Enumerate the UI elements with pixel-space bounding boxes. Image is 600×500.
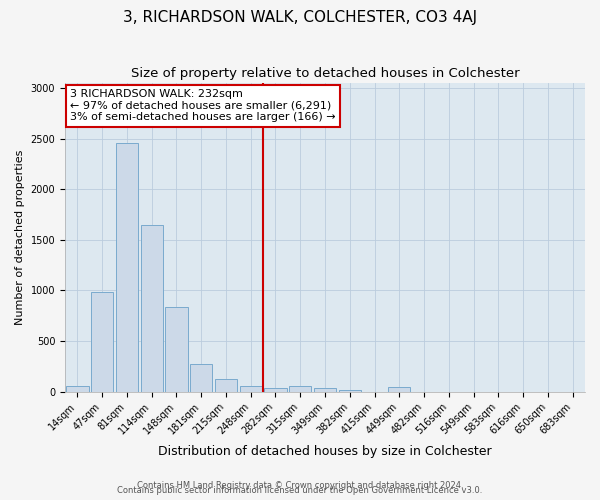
- Bar: [140, 224, 163, 392]
- Text: 3 RICHARDSON WALK: 232sqm
← 97% of detached houses are smaller (6,291)
3% of sem: 3 RICHARDSON WALK: 232sqm ← 97% of detac…: [70, 89, 336, 122]
- Bar: [265, 388, 287, 392]
- Title: Size of property relative to detached houses in Colchester: Size of property relative to detached ho…: [131, 68, 520, 80]
- Bar: [215, 380, 237, 392]
- Bar: [239, 386, 262, 392]
- X-axis label: Distribution of detached houses by size in Colchester: Distribution of detached houses by size …: [158, 444, 492, 458]
- Bar: [166, 306, 188, 392]
- Bar: [289, 386, 311, 392]
- Bar: [190, 364, 212, 392]
- Y-axis label: Number of detached properties: Number of detached properties: [15, 150, 25, 325]
- Bar: [91, 292, 113, 392]
- Bar: [388, 388, 410, 392]
- Bar: [338, 390, 361, 392]
- Text: 3, RICHARDSON WALK, COLCHESTER, CO3 4AJ: 3, RICHARDSON WALK, COLCHESTER, CO3 4AJ: [123, 10, 477, 25]
- Text: Contains public sector information licensed under the Open Government Licence v3: Contains public sector information licen…: [118, 486, 482, 495]
- Text: Contains HM Land Registry data © Crown copyright and database right 2024.: Contains HM Land Registry data © Crown c…: [137, 481, 463, 490]
- Bar: [314, 388, 336, 392]
- Bar: [66, 386, 89, 392]
- Bar: [116, 142, 138, 392]
